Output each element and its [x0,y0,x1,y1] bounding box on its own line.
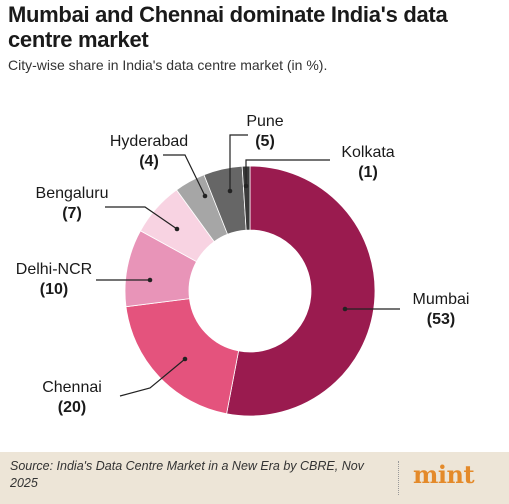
slice-label-delhi-ncr: Delhi-NCR (10) [16,261,92,298]
slice-kolkata [241,165,251,231]
leader-dot-pune [227,188,233,194]
donut-chart: Mumbai (53) Chennai (20) Delhi-NCR (10) Bengal… [16,113,470,417]
leader-dot-delhi-ncr [147,277,153,283]
slice-label-hyderabad: Hyderabad (4) [110,133,188,170]
slice-name-kolkata: Kolkata [341,144,394,161]
leader-dot-mumbai [342,306,348,312]
slice-name-hyderabad: Hyderabad [110,133,188,150]
slice-label-pune: Pune (5) [246,113,283,150]
slice-label-chennai: Chennai (20) [42,379,102,416]
mint-logo: mint [413,460,475,489]
slice-label-mumbai: Mumbai (53) [413,291,470,328]
leader-dot-chennai [182,356,188,362]
slice-value-chennai: (20) [58,399,86,416]
slice-label-kolkata: Kolkata (1) [341,144,394,181]
slice-name-bengaluru: Bengaluru [36,185,109,202]
source-note: Source: India's Data Centre Market in a … [10,459,364,490]
slice-name-mumbai: Mumbai [413,291,470,308]
leader-dot-bengaluru [174,226,180,232]
footer-divider [398,461,399,495]
slice-value-pune: (5) [255,133,275,150]
leader-line-hyderabad [163,154,206,197]
donut-slices [124,165,376,417]
leader-line-pune [229,134,248,191]
slice-value-delhi-ncr: (10) [40,281,68,298]
leader-dot-hyderabad [202,193,208,199]
slice-value-bengaluru: (7) [62,205,82,222]
slice-name-pune: Pune [246,113,283,130]
leader-dot-kolkata [243,183,249,189]
slice-labels: Mumbai (53) Chennai (20) Delhi-NCR (10) Bengal… [16,113,470,416]
slice-name-delhi-ncr: Delhi-NCR [16,261,92,278]
chart-title: Mumbai and Chennai dominate India's data… [8,2,448,52]
footer-band: Source: India's Data Centre Market in a … [0,452,509,504]
leader-line-chennai [119,358,186,397]
chart-subtitle: City-wise share in India's data centre m… [8,57,328,73]
slice-value-mumbai: (53) [427,311,455,328]
leader-line-kolkata [245,159,330,186]
slice-chennai [125,298,240,415]
slice-label-bengaluru: Bengaluru (7) [36,185,109,222]
slice-name-chennai: Chennai [42,379,102,396]
leader-line-bengaluru [105,206,178,230]
slice-value-hyderabad: (4) [139,153,159,170]
slice-value-kolkata: (1) [358,164,378,181]
leader-lines [96,134,400,397]
slice-mumbai [226,165,376,417]
